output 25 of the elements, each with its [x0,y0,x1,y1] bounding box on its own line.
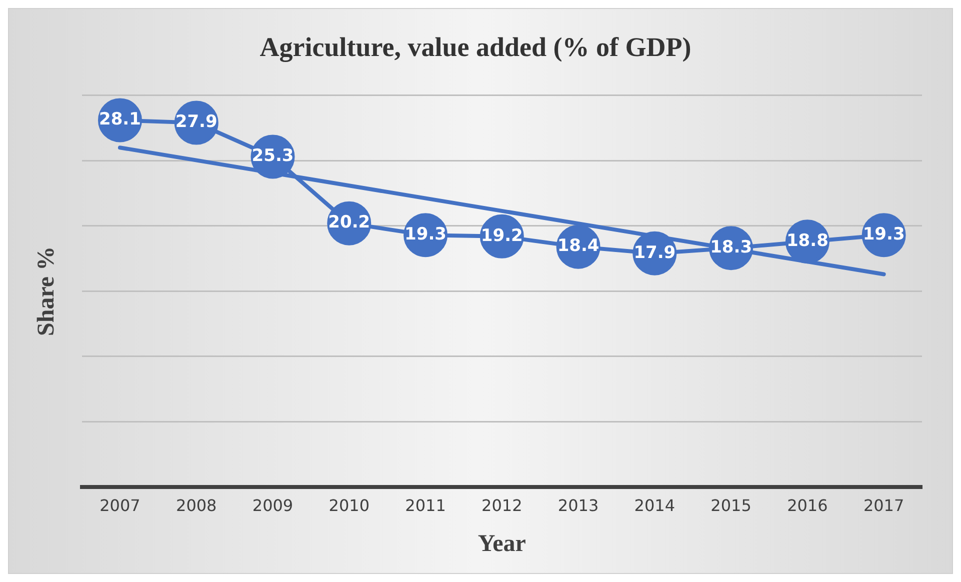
data-label: 25.3 [252,146,294,166]
x-tick-label: 2016 [787,496,828,515]
x-tick-label: 2017 [863,496,904,515]
x-tick-label: 2015 [710,496,752,515]
x-axis-title: Year [478,530,526,557]
x-tick-label: 2013 [558,496,599,515]
data-label: 19.2 [480,226,523,246]
x-tick-label: 2007 [100,496,140,515]
y-axis-title: Share % [34,246,60,336]
data-label: 18.3 [710,238,752,258]
data-label: 28.1 [99,110,141,130]
x-tick-label: 2009 [252,496,294,515]
x-tick-label: 2012 [482,496,522,515]
chart-title: Agriculture, value added (% of GDP) [260,32,692,62]
data-label: 20.2 [328,212,370,233]
data-label: 27.9 [175,112,218,132]
x-tick-label: 2014 [634,496,676,515]
x-tick-label: 2008 [176,496,217,515]
x-tick-label: 2011 [405,496,446,515]
x-tick-label: 2010 [328,496,370,515]
data-label: 19.3 [862,224,905,244]
data-label: 17.9 [634,242,676,263]
data-label: 18.8 [786,231,828,252]
data-label: 18.4 [557,236,600,256]
data-label: 19.3 [404,224,446,244]
